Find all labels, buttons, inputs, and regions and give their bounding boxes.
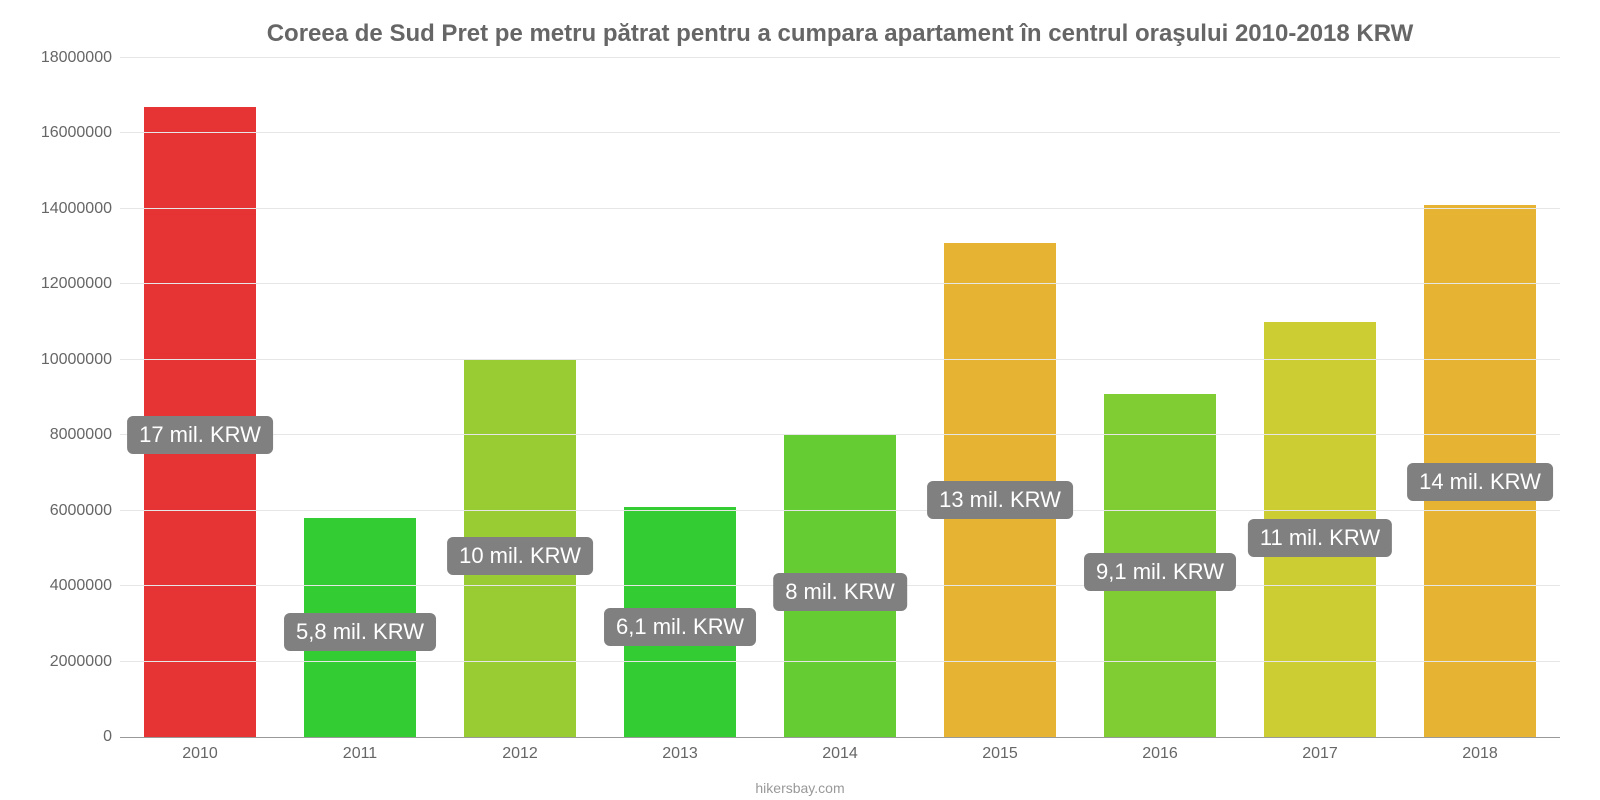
gridline — [120, 661, 1560, 662]
y-tick-label: 6000000 — [50, 502, 120, 520]
gridline — [120, 510, 1560, 511]
x-tick-label: 2015 — [982, 737, 1018, 763]
bar-slot: 6,1 mil. KRW2013 — [600, 58, 760, 737]
bar-slot: 10 mil. KRW2012 — [440, 58, 600, 737]
gridline — [120, 57, 1560, 58]
data-label: 11 mil. KRW — [1248, 519, 1392, 557]
y-tick-label: 4000000 — [50, 577, 120, 595]
y-tick-label: 10000000 — [41, 351, 120, 369]
footer-credit: hikersbay.com — [755, 780, 844, 796]
gridline — [120, 132, 1560, 133]
data-label: 6,1 mil. KRW — [604, 608, 756, 646]
x-tick-label: 2018 — [1462, 737, 1498, 763]
bar: 5,8 mil. KRW — [304, 518, 416, 737]
x-tick-label: 2010 — [182, 737, 218, 763]
bar: 13 mil. KRW — [944, 243, 1056, 737]
bars-region: 17 mil. KRW20105,8 mil. KRW201110 mil. K… — [120, 58, 1560, 737]
bar: 14 mil. KRW — [1424, 205, 1536, 737]
bar: 17 mil. KRW — [144, 107, 256, 737]
y-tick-label: 14000000 — [41, 200, 120, 218]
y-tick-label: 16000000 — [41, 124, 120, 142]
bar-slot: 13 mil. KRW2015 — [920, 58, 1080, 737]
bar-slot: 14 mil. KRW2018 — [1400, 58, 1560, 737]
x-tick-label: 2011 — [343, 737, 377, 763]
data-label: 9,1 mil. KRW — [1084, 553, 1236, 591]
bar-slot: 17 mil. KRW2010 — [120, 58, 280, 737]
y-tick-label: 8000000 — [50, 426, 120, 444]
data-label: 10 mil. KRW — [447, 537, 593, 575]
bar: 11 mil. KRW — [1264, 322, 1376, 737]
y-tick-label: 18000000 — [41, 49, 120, 67]
x-tick-label: 2014 — [822, 737, 858, 763]
data-label: 14 mil. KRW — [1407, 463, 1553, 501]
gridline — [120, 359, 1560, 360]
y-tick-label: 12000000 — [41, 275, 120, 293]
y-tick-label: 2000000 — [50, 653, 120, 671]
x-tick-label: 2017 — [1302, 737, 1338, 763]
gridline — [120, 283, 1560, 284]
bar-slot: 11 mil. KRW2017 — [1240, 58, 1400, 737]
gridline — [120, 208, 1560, 209]
data-label: 5,8 mil. KRW — [284, 613, 436, 651]
x-tick-label: 2012 — [502, 737, 538, 763]
chart-title: Coreea de Sud Pret pe metru pătrat pentr… — [120, 20, 1560, 48]
bar-slot: 9,1 mil. KRW2016 — [1080, 58, 1240, 737]
x-tick-label: 2016 — [1142, 737, 1178, 763]
y-tick-label: 0 — [103, 728, 120, 746]
data-label: 17 mil. KRW — [127, 416, 273, 454]
data-label: 13 mil. KRW — [927, 481, 1073, 519]
bar: 6,1 mil. KRW — [624, 507, 736, 737]
x-tick-label: 2013 — [662, 737, 698, 763]
bar-slot: 5,8 mil. KRW2011 — [280, 58, 440, 737]
chart-container: Coreea de Sud Pret pe metru pătrat pentr… — [0, 0, 1600, 800]
plot-area: 17 mil. KRW20105,8 mil. KRW201110 mil. K… — [120, 58, 1560, 738]
gridline — [120, 434, 1560, 435]
data-label: 8 mil. KRW — [773, 573, 907, 611]
bar-slot: 8 mil. KRW2014 — [760, 58, 920, 737]
bar: 9,1 mil. KRW — [1104, 394, 1216, 737]
bar: 10 mil. KRW — [464, 360, 576, 737]
bar: 8 mil. KRW — [784, 435, 896, 737]
